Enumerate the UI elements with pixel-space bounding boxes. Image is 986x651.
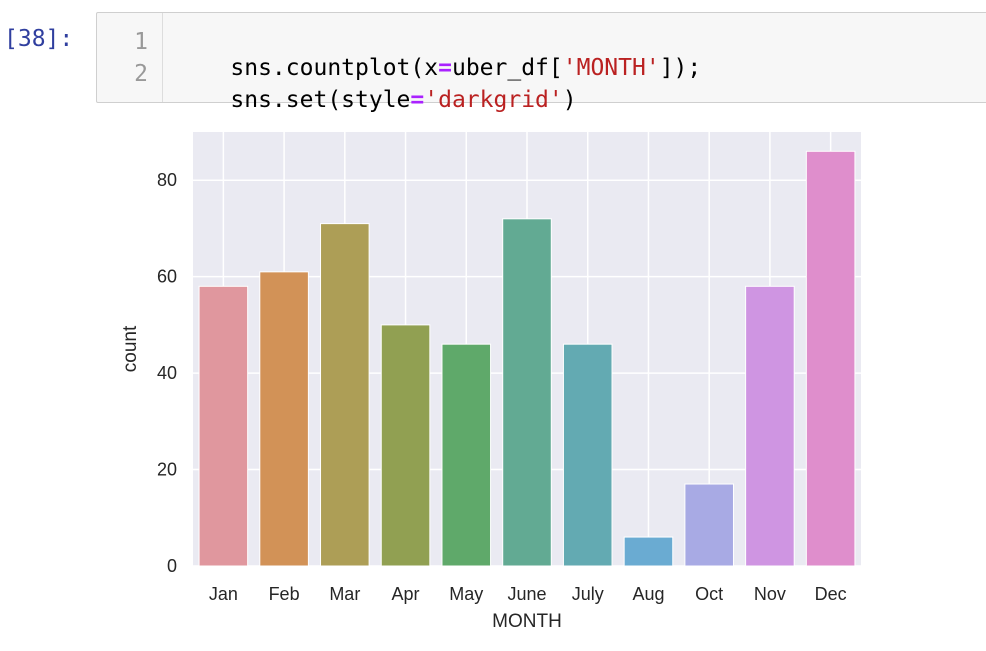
code-token: 'MONTH' bbox=[562, 55, 660, 81]
code-token: sns.countplot(x bbox=[230, 55, 439, 81]
y-tick-label: 60 bbox=[157, 267, 177, 287]
code-line-2[interactable]: sns.set(style='darkgrid') bbox=[175, 61, 577, 139]
x-tick-label: Feb bbox=[269, 584, 300, 604]
y-tick-label: 40 bbox=[157, 363, 177, 383]
x-tick-label: Jan bbox=[209, 584, 238, 604]
x-axis-label: MONTH bbox=[492, 611, 562, 632]
x-tick-label: Mar bbox=[329, 584, 360, 604]
x-tick-label: Dec bbox=[815, 584, 847, 604]
code-token: ]); bbox=[659, 55, 702, 81]
bar-jan bbox=[198, 285, 249, 567]
x-tick-label: Aug bbox=[632, 584, 664, 604]
code-token: = bbox=[438, 55, 452, 81]
bar-july bbox=[562, 343, 613, 567]
x-tick-label: June bbox=[507, 584, 546, 604]
x-tick-label: July bbox=[572, 584, 604, 604]
bar-feb bbox=[259, 271, 309, 567]
code-token: = bbox=[410, 87, 425, 113]
bar-mar bbox=[320, 223, 370, 567]
y-tick-label: 80 bbox=[157, 170, 177, 190]
x-tick-label: Oct bbox=[695, 584, 723, 604]
y-tick-label: 20 bbox=[157, 460, 177, 480]
cell-prompt: [38]: bbox=[4, 26, 74, 52]
bar-oct bbox=[684, 483, 734, 567]
line-number: 2 bbox=[134, 61, 148, 87]
bar-aug bbox=[623, 536, 674, 567]
bar-june bbox=[502, 218, 552, 567]
x-tick-label: Apr bbox=[392, 584, 420, 604]
x-tick-label: Nov bbox=[754, 584, 786, 604]
code-token: sns.set(style bbox=[230, 87, 411, 113]
bar-dec bbox=[805, 150, 856, 567]
line-number: 1 bbox=[134, 29, 148, 55]
code-line-1[interactable]: sns.countplot(x=uber_df['MONTH']); bbox=[175, 29, 701, 107]
code-token: ) bbox=[562, 87, 577, 113]
bar-apr bbox=[380, 324, 431, 567]
code-token: uber_df[ bbox=[451, 55, 563, 81]
line-number-gutter: 1 2 bbox=[97, 13, 163, 102]
y-axis-label: count bbox=[120, 325, 141, 372]
x-tick-label: May bbox=[449, 584, 483, 604]
bar-nov bbox=[745, 285, 795, 567]
bar-may bbox=[441, 343, 492, 567]
code-token: 'darkgrid' bbox=[424, 87, 563, 113]
code-cell-input[interactable]: 1 2 sns.countplot(x=uber_df['MONTH']); s… bbox=[96, 12, 986, 113]
y-tick-label: 0 bbox=[167, 556, 177, 576]
